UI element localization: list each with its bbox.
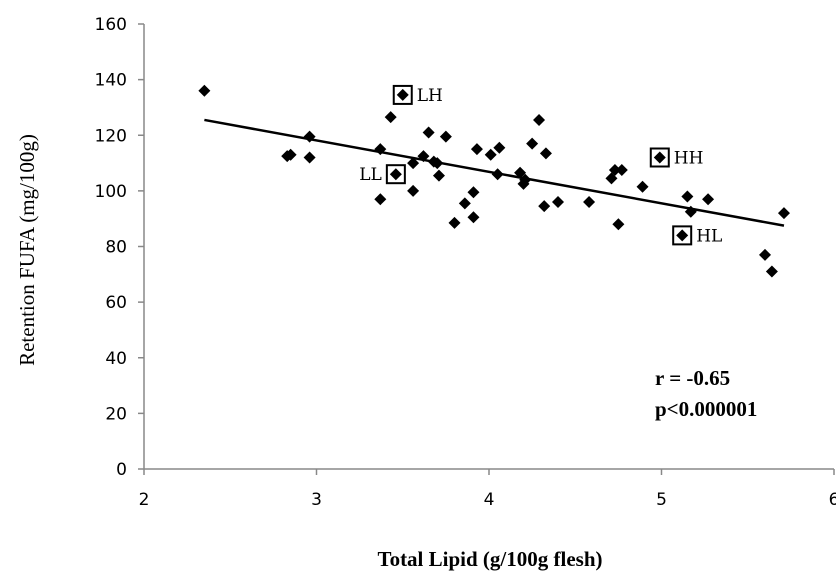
data-point: [467, 211, 480, 224]
data-points: [198, 84, 790, 278]
data-point: [417, 150, 430, 163]
y-axis-label: Retention FUFA (mg/100g): [15, 134, 39, 366]
data-point: [653, 151, 666, 164]
data-point: [374, 193, 387, 206]
data-point: [284, 148, 297, 161]
data-point: [608, 164, 621, 177]
p-value-annotation: p<0.000001: [655, 397, 757, 421]
data-point: [484, 148, 497, 161]
data-point: [432, 169, 445, 182]
data-point: [519, 173, 532, 186]
data-point: [384, 111, 397, 124]
data-point: [389, 168, 402, 181]
data-point: [777, 207, 790, 220]
x-tick-label: 6: [829, 490, 836, 510]
data-point: [676, 229, 689, 242]
highlight-label: HL: [696, 226, 722, 246]
data-point: [407, 184, 420, 197]
data-point: [684, 205, 697, 218]
data-point: [526, 137, 539, 150]
data-point: [539, 147, 552, 160]
y-tick-label: 60: [105, 293, 127, 313]
data-point: [470, 143, 483, 156]
y-tick-label: 40: [105, 349, 127, 369]
data-point: [396, 88, 409, 101]
x-tick-label: 4: [484, 490, 495, 510]
data-point: [303, 130, 316, 143]
data-point: [422, 126, 435, 139]
y-tick-label: 100: [95, 182, 127, 202]
y-axis-ticks: 0 20 40 60 80 100 120 140 160: [95, 15, 144, 480]
data-point: [765, 265, 778, 278]
data-point: [759, 248, 771, 261]
data-point: [448, 216, 461, 229]
data-point: [458, 197, 471, 210]
x-axis-label: Total Lipid (g/100g flesh): [377, 547, 602, 571]
data-point: [374, 143, 387, 156]
data-point: [407, 157, 420, 170]
data-point: [439, 130, 452, 143]
data-point: [702, 193, 715, 206]
x-axis-ticks: 2 3 4 5 6: [139, 469, 836, 510]
y-tick-label: 120: [95, 126, 127, 146]
highlight-label: LL: [359, 165, 382, 185]
data-point: [615, 164, 628, 177]
data-point: [198, 84, 211, 97]
y-tick-label: 140: [95, 71, 127, 91]
highlight-label: LH: [417, 86, 443, 106]
y-tick-label: 160: [95, 15, 127, 35]
y-tick-label: 80: [105, 238, 127, 258]
data-point: [493, 141, 506, 154]
x-tick-label: 5: [656, 490, 667, 510]
data-point: [636, 180, 649, 193]
data-point: [552, 196, 564, 208]
data-point: [491, 168, 504, 181]
x-tick-label: 2: [139, 490, 150, 510]
highlight-box: [649, 147, 670, 168]
data-point: [303, 151, 316, 164]
data-point: [467, 186, 480, 199]
data-point: [538, 200, 551, 213]
data-point: [681, 190, 694, 203]
data-point: [583, 196, 596, 208]
highlight-box: [385, 164, 406, 185]
y-tick-label: 0: [116, 460, 127, 480]
data-point: [612, 218, 625, 231]
correlation-annotation: r = -0.65: [655, 366, 730, 390]
data-point: [533, 113, 546, 126]
data-point: [514, 166, 527, 179]
data-point: [431, 157, 444, 170]
x-tick-label: 3: [311, 490, 322, 510]
highlight-box: [392, 84, 413, 105]
highlighted-points: LH LL HH HL: [359, 84, 722, 246]
highlight-box: [672, 225, 693, 246]
highlight-label: HH: [674, 149, 704, 169]
y-tick-label: 20: [105, 404, 127, 424]
